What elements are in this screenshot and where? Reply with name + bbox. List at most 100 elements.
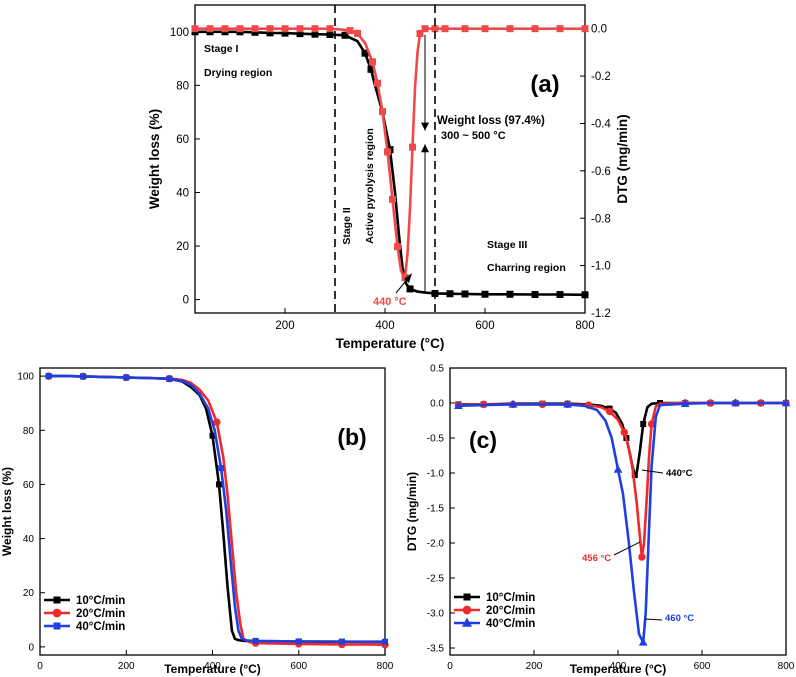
data-point-c-2	[613, 464, 623, 473]
data-point-a-1	[311, 25, 319, 33]
data-point-a-1	[206, 25, 214, 33]
annotation-drying: Drying region	[204, 67, 272, 79]
x-tick-label-b: 200	[118, 661, 135, 672]
data-point-a-0	[506, 290, 514, 298]
annotation-wl2: 300 ~ 500 °C	[441, 130, 506, 142]
data-point-c-1	[605, 407, 614, 416]
y-tick-label-a: 100	[170, 27, 189, 39]
data-point-a-1	[401, 273, 409, 281]
data-point-a-0	[361, 49, 369, 57]
peak-pointer-c460	[644, 618, 663, 621]
y-tick-label-c: -2.0	[427, 539, 445, 550]
y-tick-label-c: -1.5	[427, 504, 445, 515]
y-tick-label-c: -3.0	[427, 609, 445, 620]
legend-marker-b	[53, 622, 61, 630]
panel-a: 200 400 600 800 0 20 40 60 80 100 0.0 -0.2 -0.4 -0.6 -…	[147, 4, 630, 351]
y-tick-label-c: -3.5	[427, 644, 445, 655]
x-axis-label-b: Temperature (°C)	[164, 662, 261, 676]
data-point-a-0	[581, 291, 589, 299]
plot-frame-a	[194, 4, 586, 314]
y-tick-label-c: -0.5	[427, 434, 445, 445]
data-point-a-0	[311, 30, 319, 38]
x-tick-label-a: 600	[475, 320, 494, 332]
x-tick-label-a: 800	[575, 320, 594, 332]
y-tick-label-a: 40	[176, 188, 189, 200]
data-point-a-0	[296, 30, 304, 38]
data-point-b-2	[123, 374, 130, 381]
data-point-a-1	[191, 25, 199, 33]
y-tick-label-a: 20	[176, 241, 189, 253]
panel-label-b: (b)	[337, 424, 366, 450]
data-point-a-1	[221, 25, 229, 33]
y2-tick-label-a: -0.4	[591, 118, 611, 130]
y-axis-label-c: DTG (mg/min)	[405, 472, 419, 551]
y2-tick-label-a: -1.2	[591, 308, 611, 320]
panel-b: 0 200 400 600 800 0 20 40 60 80 100 Temperature (°C…	[0, 367, 394, 676]
y2-tick-label-a: -1.0	[591, 261, 611, 273]
data-point-a-0	[531, 291, 539, 299]
peak-pointer-c456	[613, 541, 641, 556]
data-point-c-2	[638, 637, 648, 646]
x-tick-label-c: 600	[694, 661, 711, 672]
data-point-a-1	[581, 25, 589, 33]
y2-tick-label-a: -0.6	[591, 166, 611, 178]
annotation-charring: Charring region	[487, 262, 566, 274]
data-point-c-1	[638, 553, 646, 561]
data-point-a-1	[374, 79, 381, 87]
data-point-a-0	[446, 290, 454, 298]
legend-marker-c	[462, 605, 472, 615]
x-tick-label-c: 200	[526, 661, 543, 672]
annotation-c456: 456 °C	[582, 553, 611, 564]
data-point-a-1	[346, 27, 354, 35]
data-point-a-1	[369, 58, 376, 66]
data-point-a-1	[431, 25, 439, 33]
legend-label-b: 20°C/min	[76, 608, 125, 620]
y-tick-label-c: 0.0	[430, 399, 444, 410]
y-tick-label-b: 40	[23, 534, 35, 545]
data-point-b-2	[382, 638, 388, 645]
data-point-a-1	[416, 29, 424, 37]
y2-axis-label-a: DTG (mg/min)	[615, 114, 630, 203]
y-tick-label-b: 0	[28, 642, 34, 653]
data-point-a-1	[441, 25, 449, 33]
data-point-b-2	[45, 373, 52, 380]
y-axis-label-b: Weight loss (%)	[0, 467, 14, 556]
data-point-c-2	[680, 399, 690, 407]
data-point-a-0	[406, 285, 414, 293]
x-tick-label-b: 0	[37, 661, 43, 672]
data-point-a-1	[461, 25, 469, 33]
annotation-peak: 440 °C	[373, 296, 407, 308]
data-point-a-1	[394, 243, 401, 251]
data-point-a-1	[481, 25, 489, 33]
y2-tick-label-a: -0.2	[591, 71, 611, 83]
data-point-a-1	[384, 148, 391, 156]
data-point-b-2	[80, 373, 87, 380]
data-point-a-1	[296, 25, 304, 33]
legend-marker-c	[463, 593, 471, 601]
y-tick-label-b: 100	[17, 372, 34, 383]
legend-label-c: 40°C/min	[486, 618, 535, 630]
data-point-c-1	[647, 420, 656, 428]
data-point-a-1	[266, 25, 274, 33]
data-point-c-0	[640, 421, 647, 427]
y-tick-label-b: 60	[23, 480, 35, 491]
y-tick-label-c: 0.5	[430, 364, 444, 375]
data-point-a-1	[556, 25, 564, 33]
data-point-a-1	[379, 108, 386, 116]
data-point-a-0	[461, 290, 469, 298]
data-point-b-2	[295, 638, 302, 645]
panel-label-c: (c)	[469, 427, 497, 453]
data-point-a-0	[326, 30, 334, 38]
data-point-a-1	[421, 25, 429, 33]
x-axis-label-c: Temperature (°C)	[570, 662, 667, 676]
x-tick-label-c: 400	[610, 661, 627, 672]
x-tick-label-a: 400	[375, 320, 394, 332]
data-point-a-0	[251, 28, 259, 36]
annotation-wl1: Weight loss (97.4%)	[437, 115, 545, 127]
data-point-a-1	[251, 25, 259, 33]
legend-label-c: 20°C/min	[486, 605, 535, 617]
panel-c: 0 200 400 600 800 0.5 0.0 -0.5 -1.0 -1.5 -2.0 -2.5 -…	[405, 364, 795, 677]
data-point-b-0	[215, 481, 222, 488]
data-point-a-0	[367, 65, 375, 73]
data-point-c-2	[563, 399, 572, 408]
